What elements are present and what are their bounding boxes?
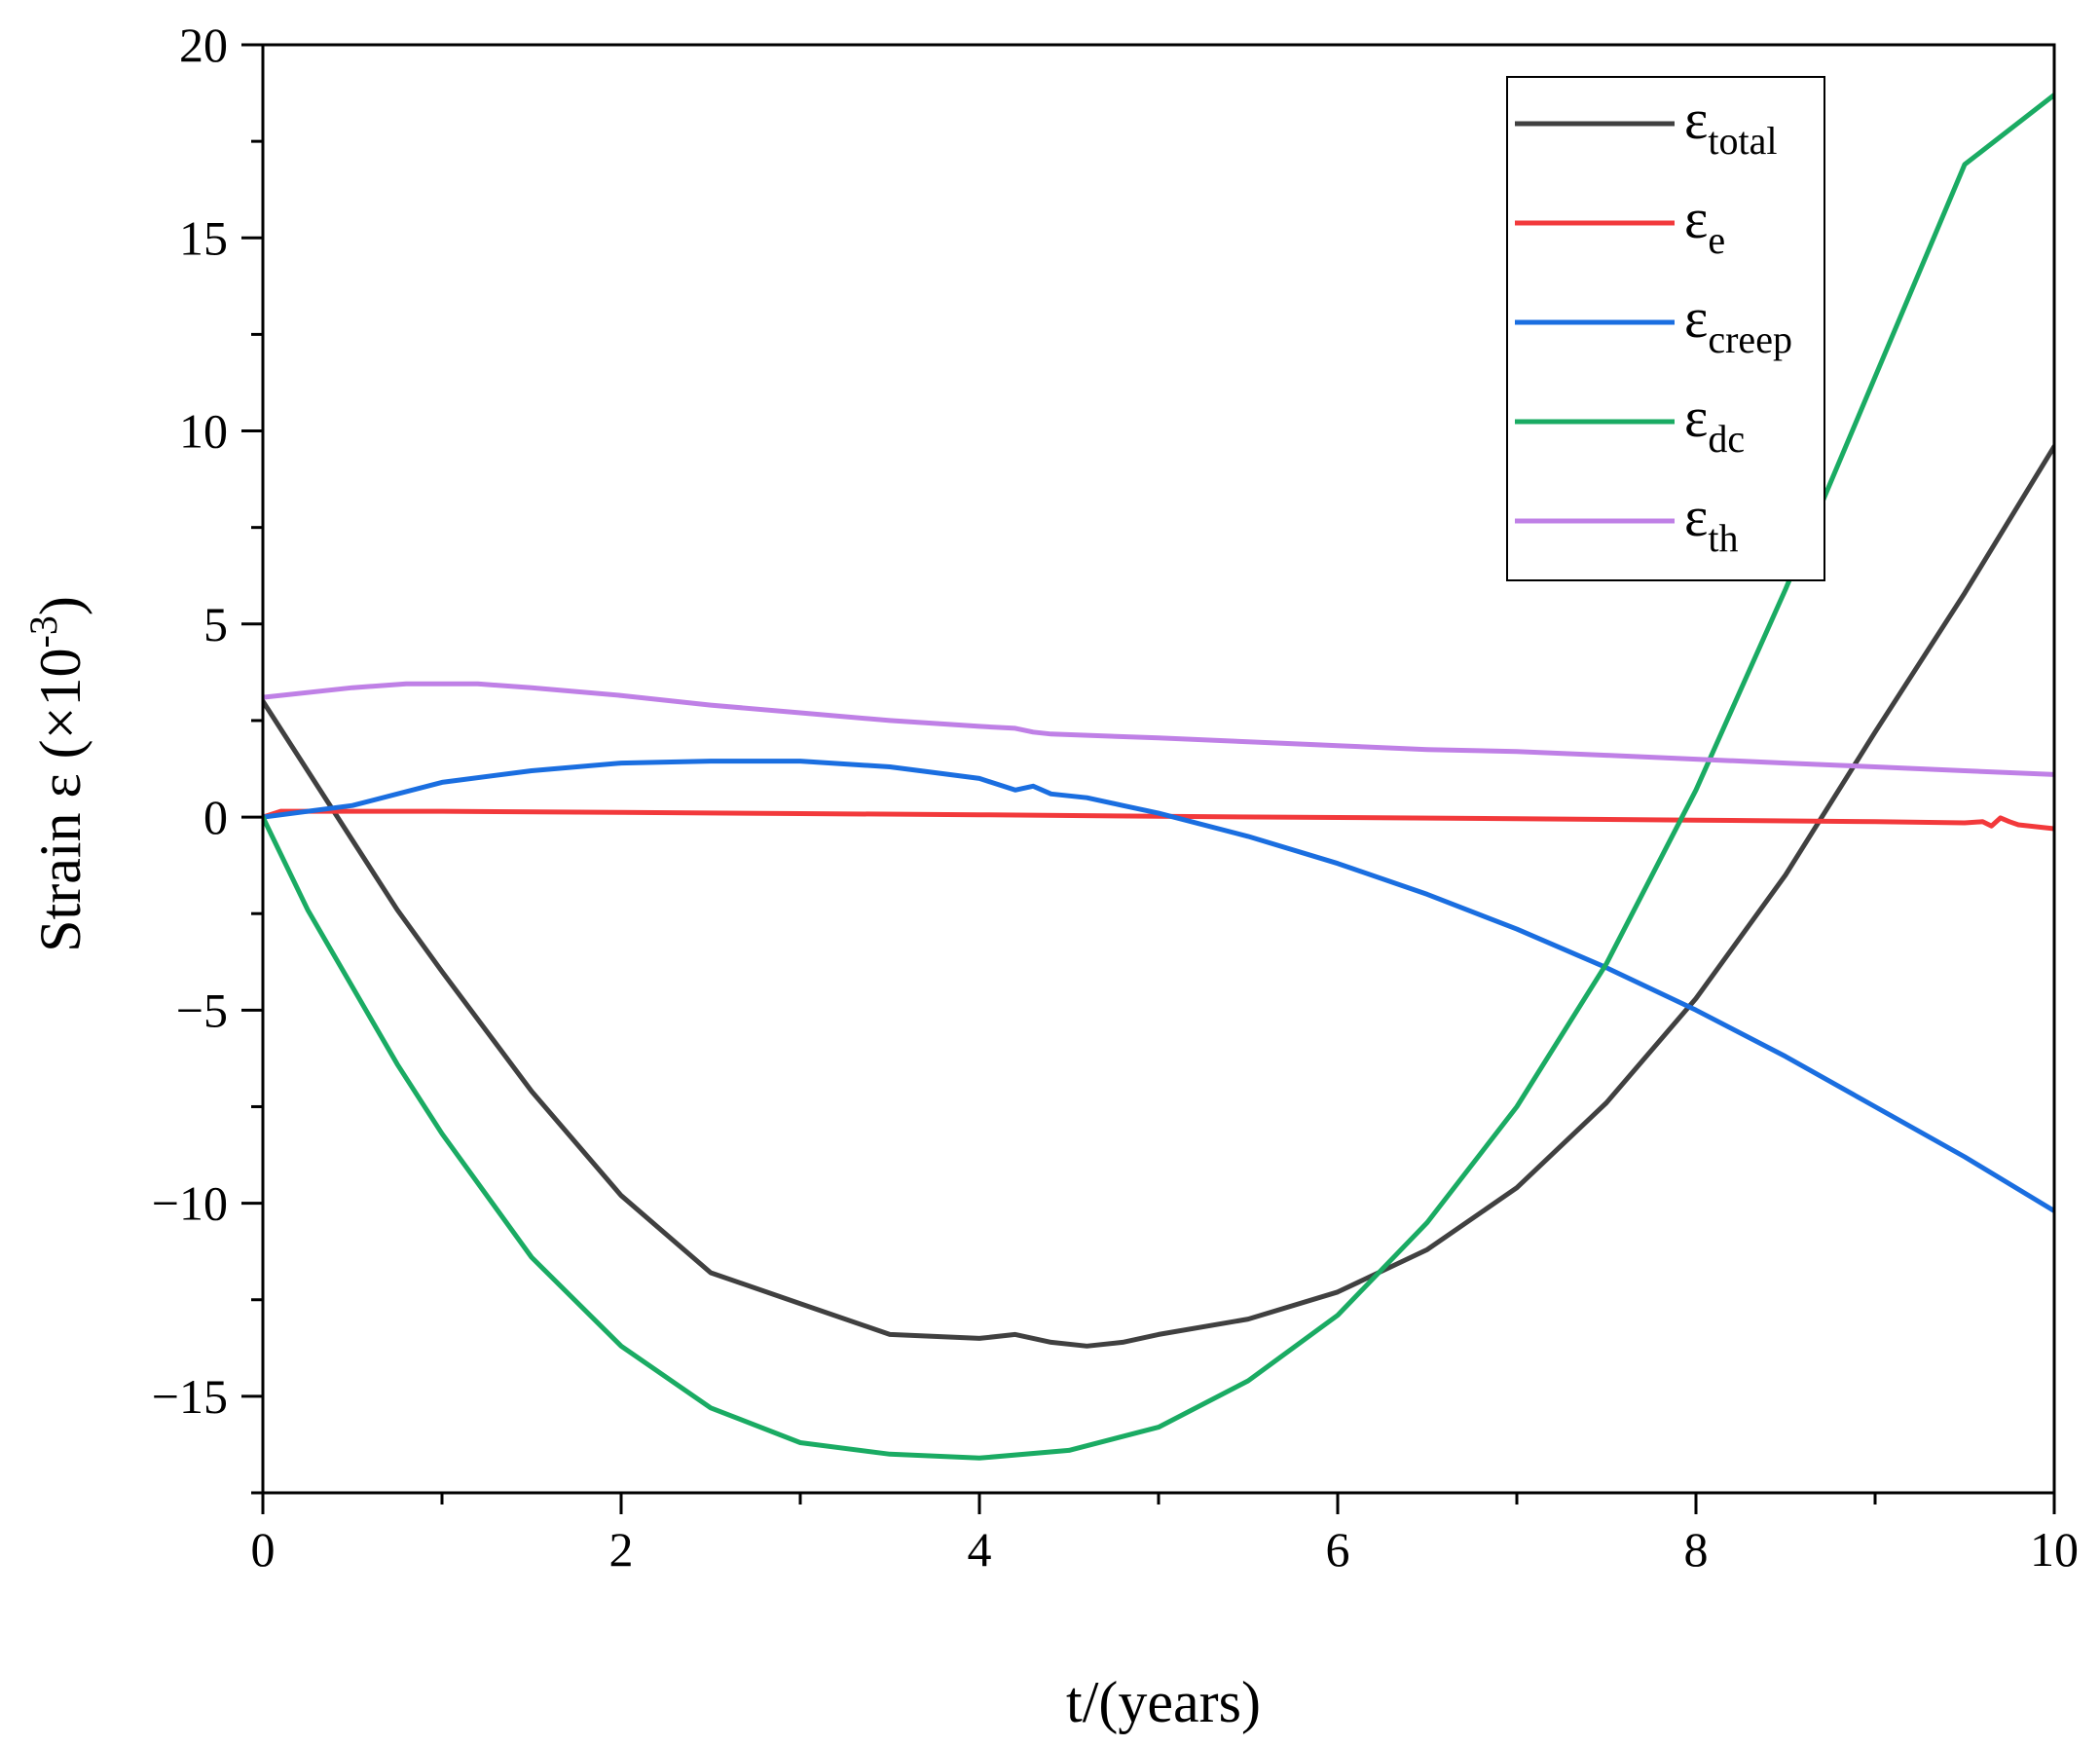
x-axis-title: t/(years): [1066, 1670, 1261, 1734]
series-line-total: [263, 443, 2054, 1349]
y-axis-title-main: Strain ε (×10: [28, 648, 92, 951]
legend-label-total: εtotal: [1684, 88, 1777, 163]
x-tick-label: 8: [1684, 1522, 1709, 1577]
legend-label-th: εth: [1684, 485, 1738, 560]
ticks-layer: 0 2 4 6 8 10 −15 −10 −5 0 5 10 15 20: [152, 18, 2079, 1577]
x-tick-label: 0: [251, 1522, 276, 1577]
legend-subscript: dc: [1708, 417, 1745, 461]
legend-symbol: ε: [1684, 386, 1708, 449]
legend-subscript: th: [1708, 516, 1738, 560]
x-tick-label: 4: [968, 1522, 992, 1577]
y-tick-label: 0: [203, 790, 228, 844]
legend-symbol: ε: [1684, 286, 1708, 350]
y-tick-label: 20: [179, 18, 228, 72]
y-tick-label: 15: [179, 210, 228, 265]
legend-symbol: ε: [1684, 485, 1708, 548]
series-layer: [263, 93, 2054, 1461]
legend-symbol: ε: [1684, 187, 1708, 250]
legend-subscript: total: [1708, 119, 1777, 163]
x-tick-label: 6: [1326, 1522, 1350, 1577]
x-tick-label: 10: [2030, 1522, 2079, 1577]
legend-label-e: εe: [1684, 187, 1725, 262]
y-tick-label: −10: [152, 1176, 228, 1231]
y-axis-title: Strain ε (×10-3): [21, 596, 92, 952]
series-line-th: [263, 681, 2054, 777]
series-line-e: [263, 808, 2054, 832]
legend-subscript: e: [1708, 218, 1725, 262]
y-tick-label: −15: [152, 1369, 228, 1424]
y-tick-label: 10: [179, 404, 228, 459]
legend-subscript: creep: [1708, 317, 1792, 361]
y-axis-title-superscript: -3: [21, 615, 65, 648]
y-tick-label: 5: [203, 597, 228, 651]
legend-label-creep: εcreep: [1684, 286, 1792, 361]
series-line-dc: [263, 93, 2054, 1461]
series-line-creep: [263, 759, 2054, 1213]
x-tick-label: 2: [609, 1522, 634, 1577]
legend-symbol: ε: [1684, 88, 1708, 151]
legend-box: [1506, 76, 1825, 581]
y-axis-title-close: ): [28, 596, 92, 615]
legend-label-dc: εdc: [1684, 386, 1745, 461]
y-tick-label: −5: [176, 983, 228, 1037]
